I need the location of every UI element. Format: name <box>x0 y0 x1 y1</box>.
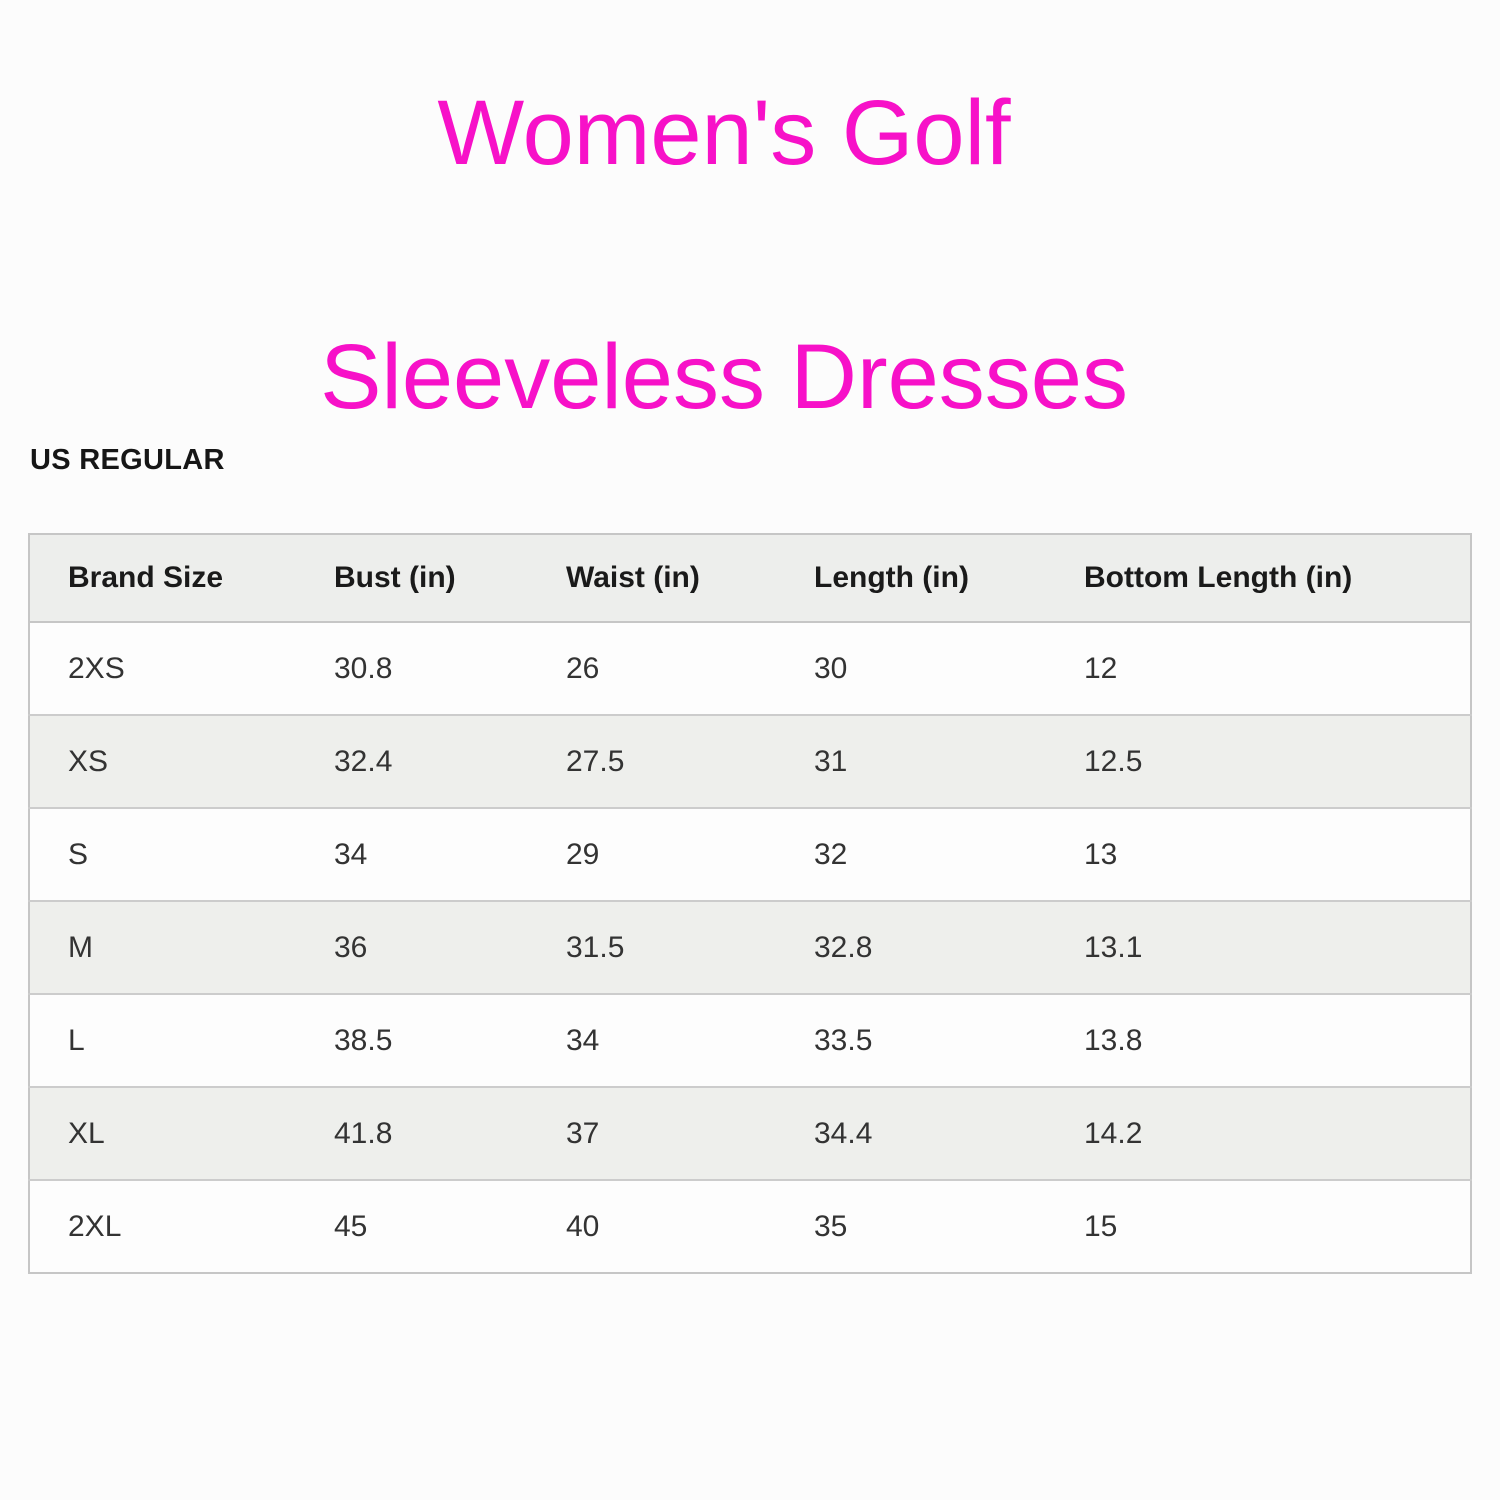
measurement-cell: 15 <box>1084 1209 1118 1243</box>
measurement-cell: 13.1 <box>1084 930 1143 964</box>
table-row: M 36 31.5 32.8 13.1 <box>29 901 1471 994</box>
measurement-cell: 12 <box>1084 651 1118 685</box>
size-cell: L <box>68 1023 85 1057</box>
size-cell: XL <box>68 1116 105 1150</box>
measurement-cell: 34.4 <box>814 1116 873 1150</box>
size-chart-table: Brand Size Bust (in) Waist (in) Length (in)… <box>28 533 1472 1274</box>
measurement-cell: 38.5 <box>334 1023 393 1057</box>
size-cell: S <box>68 837 89 871</box>
measurement-cell: 45 <box>334 1209 368 1243</box>
measurement-cell: 29 <box>566 837 600 871</box>
measurement-cell: 35 <box>814 1209 848 1243</box>
measurement-cell: 32 <box>814 837 848 871</box>
table-row: S 34 29 32 13 <box>29 808 1471 901</box>
table-row: 2XL 45 40 35 15 <box>29 1180 1471 1273</box>
column-header: Bust (in) <box>334 534 566 623</box>
size-cell: M <box>68 930 93 964</box>
table-row: L 38.5 34 33.5 13.8 <box>29 994 1471 1087</box>
table-row: 2XS 30.8 26 30 12 <box>29 622 1471 715</box>
page-title-line1: Women's Golf <box>437 82 1011 184</box>
measurement-cell: 32.4 <box>334 744 393 778</box>
size-chart-header: Brand Size Bust (in) Waist (in) Length (in)… <box>29 534 1471 623</box>
table-row: XL 41.8 37 34.4 14.2 <box>29 1087 1471 1180</box>
column-header: Bottom Length (in) <box>1084 534 1471 623</box>
measurement-cell: 12.5 <box>1084 744 1143 778</box>
page-title-line2: Sleeveless Dresses <box>320 326 1128 428</box>
column-header: Waist (in) <box>566 534 814 623</box>
measurement-cell: 26 <box>566 651 600 685</box>
header-row: Brand Size Bust (in) Waist (in) Length (in)… <box>29 534 1471 623</box>
table-row: XS 32.4 27.5 31 12.5 <box>29 715 1471 808</box>
measurement-cell: 27.5 <box>566 744 625 778</box>
measurement-cell: 31.5 <box>566 930 625 964</box>
measurement-cell: 30 <box>814 651 848 685</box>
measurement-cell: 33.5 <box>814 1023 873 1057</box>
measurement-cell: 31 <box>814 744 848 778</box>
size-cell: XS <box>68 744 109 778</box>
measurement-cell: 34 <box>566 1023 600 1057</box>
size-cell: 2XL <box>68 1209 122 1243</box>
measurement-cell: 34 <box>334 837 368 871</box>
page-title: Women's Golf Sleeveless Dresses <box>0 72 1448 438</box>
measurement-cell: 13.8 <box>1084 1023 1143 1057</box>
measurement-cell: 36 <box>334 930 368 964</box>
measurement-cell: 41.8 <box>334 1116 393 1150</box>
measurement-cell: 13 <box>1084 837 1118 871</box>
column-header: Length (in) <box>814 534 1084 623</box>
measurement-cell: 30.8 <box>334 651 393 685</box>
section-label: US REGULAR <box>30 444 225 476</box>
measurement-cell: 37 <box>566 1116 600 1150</box>
measurement-cell: 32.8 <box>814 930 873 964</box>
size-chart-body: 2XS 30.8 26 30 12 XS 32.4 27.5 31 12.5 S 34 29 32 13 M 3… <box>29 622 1471 1273</box>
column-header: Brand Size <box>29 534 334 623</box>
size-cell: 2XS <box>68 651 125 685</box>
measurement-cell: 40 <box>566 1209 600 1243</box>
measurement-cell: 14.2 <box>1084 1116 1143 1150</box>
